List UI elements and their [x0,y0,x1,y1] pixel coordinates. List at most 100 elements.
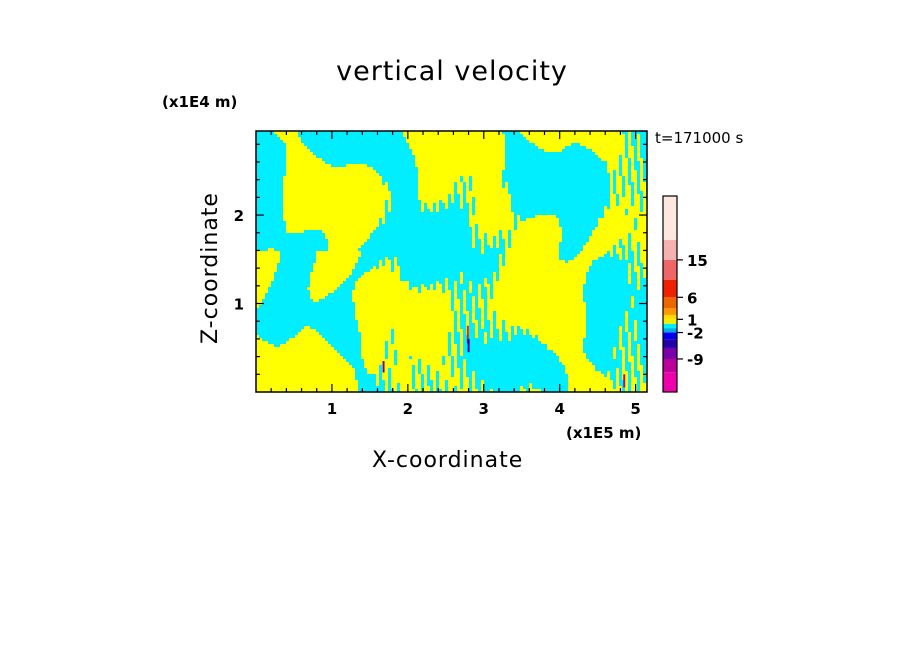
field-cell [397,263,500,267]
field-cell [487,308,587,312]
field-cell [397,362,419,366]
field-cell [475,212,515,216]
field-cell [625,368,632,372]
field-cell [631,275,638,279]
field-cell [409,281,437,285]
field-cell [625,383,629,387]
field-cell [256,242,329,246]
field-cell [484,326,491,330]
field-cell [385,386,389,390]
field-cell [460,317,467,321]
field-cell [358,326,455,330]
field-cell [418,176,461,180]
field-cell [625,191,632,195]
field-cell [568,386,614,390]
field-cell [499,272,587,276]
field-cell [256,347,335,351]
field-cell [472,389,479,392]
field-cell [517,332,524,336]
field-cell [463,383,470,387]
field-cell [439,377,461,381]
field-cell [358,329,392,333]
field-cell [481,242,485,246]
field-cell [382,374,389,378]
field-cell [484,305,488,309]
field-cell [388,353,395,357]
field-cell [451,368,455,372]
field-cell [586,329,620,333]
field-cell [256,290,269,294]
field-cell [385,218,470,222]
field-cell [634,218,638,222]
field-cell [484,284,491,288]
field-cell [355,377,377,381]
field-cell [484,251,506,255]
field-cell [457,185,464,189]
field-cell [493,335,500,339]
field-cell [325,233,371,237]
field-cell [616,200,620,204]
field-cell [475,371,566,375]
field-cell [418,389,422,392]
field-cell [628,281,632,285]
field-cell [523,329,527,333]
field-cell [433,284,437,288]
field-cell [436,371,440,375]
field-cell [475,317,482,321]
field-cell [391,209,422,213]
field-cell [481,245,485,249]
field-cell [448,194,452,198]
field-cell [451,359,455,363]
field-cell [637,389,641,392]
field-cell [469,209,473,213]
field-cell [643,368,647,372]
field-cell [379,263,383,267]
field-cell [448,335,452,339]
field-cell [466,194,512,198]
field-cell [619,167,623,171]
field-cell [559,218,599,222]
field-cell [634,254,638,258]
field-cell [454,284,458,288]
field-cell [442,287,446,291]
field-cell [502,236,509,240]
field-cell [406,137,506,141]
field-cell [472,230,476,234]
field-cell [472,317,476,321]
field-cell [340,284,356,288]
field-cell [484,239,488,243]
field-cell [475,245,482,249]
field-cell [424,203,428,207]
field-cell [586,305,632,309]
field-cell [382,263,386,267]
field-cell [505,158,602,162]
field-cell [631,185,635,189]
field-cell [505,329,512,333]
colorbar-frame [662,195,678,393]
field-cell [643,206,647,210]
field-cell [394,269,401,273]
field-cell [568,260,593,264]
field-cell [631,137,638,141]
field-cell [634,191,638,195]
field-cell [499,332,503,336]
field-cell [256,272,275,276]
field-cell [418,182,455,186]
field-cell [625,320,629,324]
field-cell [415,161,506,165]
field-cell [445,386,449,390]
field-cell [268,290,311,294]
field-cell [481,251,485,255]
field-cell [622,386,626,390]
field-cell [424,383,428,387]
field-cell [625,245,629,249]
field-cell [358,380,377,384]
field-cell [616,251,623,255]
field-cell [427,365,431,369]
field-cell [502,170,608,174]
field-cell [283,179,383,183]
field-cell [424,209,431,213]
field-cell [445,356,452,360]
field-cell [496,275,500,279]
field-cell [631,281,638,285]
